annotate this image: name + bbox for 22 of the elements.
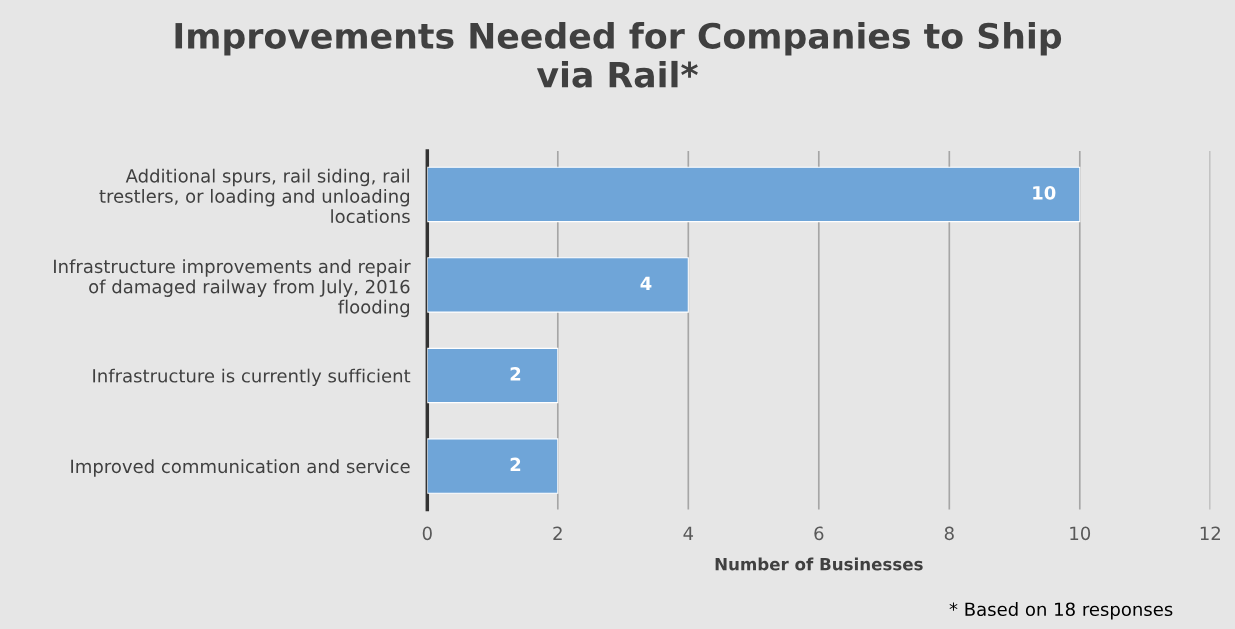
bar xyxy=(427,166,1081,223)
x-tick-label: 4 xyxy=(683,526,694,540)
bar xyxy=(427,438,559,494)
data-label: 2 xyxy=(510,457,521,472)
x-axis-title: Number of Businesses xyxy=(715,557,923,571)
x-tick-label: 2 xyxy=(553,526,562,540)
y-tick-label: Additional spurs, rail siding, rail trestlers, or loading and unloading locations xyxy=(99,168,410,224)
x-tick-label: 8 xyxy=(944,526,954,541)
x-tick-label: 0 xyxy=(422,526,432,541)
y-tick-label: Infrastructure improvements and repair of damaged railway from July, 2016 flooding xyxy=(54,259,411,318)
data-label: 2 xyxy=(510,367,521,381)
data-label: 10 xyxy=(1033,186,1056,200)
text: * Based on 18 responses xyxy=(949,602,1173,620)
bar xyxy=(427,347,559,404)
x-tick-label: 10 xyxy=(1070,526,1091,541)
x-tick-label: 12 xyxy=(1200,526,1220,540)
bar xyxy=(427,257,689,313)
y-tick-label: Improved communication and service xyxy=(71,459,410,477)
data-label: 4 xyxy=(640,276,652,290)
chart-title: Improvements Needed for Companies to Ship via Rail* xyxy=(175,22,1062,88)
y-tick-label: Infrastructure is currently sufficient xyxy=(93,368,411,387)
x-tick-label: 6 xyxy=(814,526,824,541)
